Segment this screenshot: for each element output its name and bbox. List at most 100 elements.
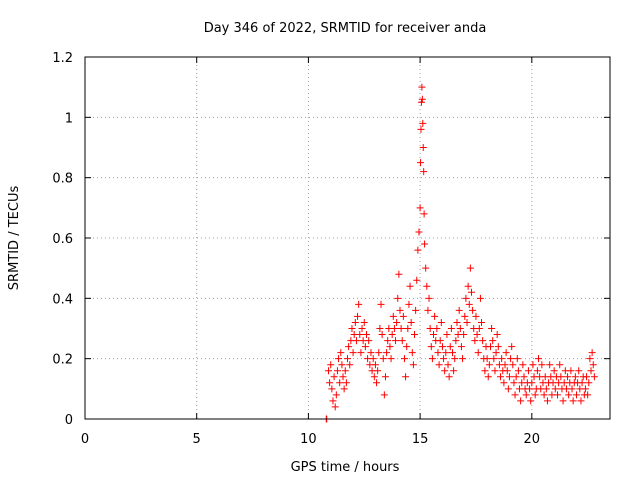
data-point	[420, 168, 428, 176]
data-point	[383, 349, 391, 357]
x-tick-label: 0	[81, 432, 89, 447]
data-point	[442, 349, 450, 357]
x-tick-label: 5	[193, 432, 201, 447]
data-point	[418, 95, 426, 103]
data-point	[327, 361, 335, 369]
data-point	[585, 379, 593, 387]
data-point	[387, 355, 395, 363]
data-point	[329, 397, 337, 405]
data-point	[446, 343, 454, 351]
data-point	[412, 306, 420, 314]
data-point	[550, 367, 558, 375]
data-point	[371, 361, 379, 369]
data-point	[414, 246, 422, 254]
data-point	[355, 300, 363, 308]
data-point	[416, 204, 424, 212]
y-axis-title: SRMTID / TECUs	[7, 186, 22, 291]
x-tick-label: 20	[524, 432, 541, 447]
data-point	[426, 325, 434, 332]
data-point	[504, 385, 512, 393]
data-point	[520, 373, 528, 381]
data-point	[430, 331, 438, 339]
data-point	[373, 379, 381, 387]
data-point	[511, 391, 519, 399]
data-point	[535, 355, 543, 363]
data-point	[417, 159, 425, 167]
data-point	[400, 355, 408, 363]
data-point	[342, 379, 350, 387]
data-point	[419, 144, 427, 151]
grid-layer	[85, 57, 610, 419]
data-point	[326, 379, 334, 387]
data-point	[348, 325, 356, 332]
data-point	[529, 361, 537, 369]
data-point	[557, 373, 565, 381]
data-point	[433, 325, 441, 332]
data-point	[434, 349, 442, 357]
data-point	[522, 391, 530, 399]
data-point	[444, 361, 452, 369]
data-point	[398, 337, 406, 345]
data-point	[344, 355, 351, 363]
data-point	[538, 361, 546, 369]
data-point	[420, 210, 428, 218]
x-axis-title: GPS time / hours	[291, 460, 400, 475]
data-point	[369, 355, 377, 363]
data-point	[352, 337, 360, 345]
data-point	[531, 391, 539, 399]
data-point	[543, 397, 551, 405]
data-point	[489, 337, 497, 345]
data-point	[488, 325, 496, 332]
data-point	[415, 228, 423, 236]
data-point	[471, 337, 479, 345]
data-point	[584, 391, 592, 399]
data-point	[578, 379, 586, 387]
data-point	[546, 361, 554, 369]
data-point	[328, 385, 336, 393]
data-point	[447, 325, 455, 332]
data-point	[583, 373, 591, 381]
data-point	[512, 373, 520, 381]
y-tick-label: 0.2	[52, 353, 73, 368]
data-point	[486, 343, 494, 351]
data-point	[510, 379, 518, 387]
data-point	[443, 331, 451, 339]
data-point	[379, 355, 387, 363]
data-point	[497, 373, 505, 381]
y-tick-label: 0.8	[52, 172, 73, 187]
data-point	[485, 361, 493, 369]
data-point	[481, 367, 489, 375]
data-point	[396, 306, 404, 314]
data-point	[338, 361, 346, 369]
data-point	[501, 361, 509, 369]
data-point	[340, 385, 348, 393]
data-point	[554, 391, 561, 399]
data-point	[524, 367, 532, 375]
data-point	[407, 318, 415, 326]
data-point	[540, 391, 548, 399]
data-point	[339, 373, 347, 381]
data-point	[457, 343, 465, 351]
data-point	[411, 331, 419, 339]
data-point	[460, 331, 468, 339]
data-point	[559, 397, 567, 405]
data-point	[484, 373, 492, 381]
y-tick-label: 1	[65, 111, 73, 126]
data-point	[572, 391, 580, 399]
data-point	[493, 331, 501, 339]
data-point	[463, 318, 471, 326]
data-point	[500, 379, 508, 387]
data-point	[405, 300, 413, 308]
data-point	[378, 331, 386, 339]
data-point	[375, 349, 383, 357]
data-point	[587, 367, 595, 375]
data-point	[374, 367, 382, 375]
data-point	[357, 349, 365, 357]
data-point	[507, 355, 515, 363]
data-point	[476, 294, 484, 302]
data-point	[384, 337, 392, 345]
data-point	[551, 385, 559, 393]
data-point	[542, 385, 550, 393]
data-point	[453, 318, 461, 326]
data-point	[337, 349, 345, 357]
